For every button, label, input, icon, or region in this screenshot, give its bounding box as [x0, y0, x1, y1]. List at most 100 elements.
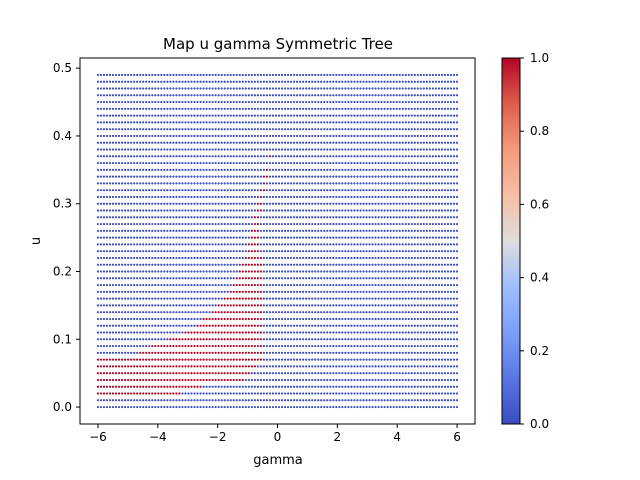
data-point: [278, 264, 280, 266]
data-point: [97, 372, 99, 374]
data-point: [260, 318, 262, 320]
data-point: [233, 148, 235, 150]
data-point: [347, 298, 349, 300]
data-point: [127, 270, 129, 272]
data-point: [353, 338, 355, 340]
data-point: [278, 311, 280, 313]
data-point: [284, 203, 286, 205]
data-point: [133, 196, 135, 198]
data-point: [299, 270, 301, 272]
data-point: [230, 291, 232, 293]
data-point: [275, 243, 277, 245]
data-point: [230, 379, 232, 381]
data-point: [175, 162, 177, 164]
data-point: [420, 176, 422, 178]
data-point: [115, 291, 117, 293]
data-point: [230, 392, 232, 394]
data-point: [221, 148, 223, 150]
data-point: [323, 257, 325, 259]
data-point: [227, 406, 229, 408]
data-point: [154, 372, 156, 374]
data-point: [239, 386, 241, 388]
data-point: [323, 243, 325, 245]
data-point: [290, 325, 292, 327]
data-point: [181, 338, 183, 340]
data-point: [387, 406, 389, 408]
data-point: [408, 270, 410, 272]
data-point: [423, 372, 425, 374]
data-point: [187, 237, 189, 239]
data-point: [118, 331, 120, 333]
data-point: [221, 284, 223, 286]
data-point: [353, 392, 355, 394]
data-point: [350, 243, 352, 245]
data-point: [414, 379, 416, 381]
data-point: [127, 128, 129, 130]
data-point: [323, 392, 325, 394]
data-point: [230, 128, 232, 130]
data-point: [133, 128, 135, 130]
data-point: [139, 325, 141, 327]
data-point: [100, 338, 102, 340]
data-point: [266, 148, 268, 150]
data-point: [390, 189, 392, 191]
data-point: [205, 216, 207, 218]
data-point: [332, 406, 334, 408]
data-point: [221, 379, 223, 381]
data-point: [362, 237, 364, 239]
data-point: [193, 406, 195, 408]
data-point: [251, 176, 253, 178]
data-point: [172, 196, 174, 198]
data-point: [453, 243, 455, 245]
data-point: [236, 372, 238, 374]
data-point: [320, 155, 322, 157]
data-point: [290, 148, 292, 150]
data-point: [230, 270, 232, 272]
data-point: [103, 345, 105, 347]
data-point: [311, 338, 313, 340]
data-point: [335, 182, 337, 184]
data-point: [362, 352, 364, 354]
data-point: [100, 304, 102, 306]
data-point: [344, 399, 346, 401]
data-point: [314, 304, 316, 306]
data-point: [145, 298, 147, 300]
data-point: [103, 148, 105, 150]
data-point: [227, 284, 229, 286]
data-point: [329, 257, 331, 259]
data-point: [281, 359, 283, 361]
data-point: [154, 223, 156, 225]
data-point: [329, 379, 331, 381]
data-point: [444, 216, 446, 218]
data-point: [263, 250, 265, 252]
data-point: [432, 196, 434, 198]
data-point: [290, 372, 292, 374]
data-point: [399, 345, 401, 347]
data-point: [438, 386, 440, 388]
data-point: [154, 169, 156, 171]
data-point: [115, 162, 117, 164]
data-point: [151, 318, 153, 320]
data-point: [296, 345, 298, 347]
data-point: [278, 359, 280, 361]
data-point: [187, 250, 189, 252]
data-point: [408, 243, 410, 245]
data-point: [221, 372, 223, 374]
data-point: [335, 406, 337, 408]
data-point: [293, 352, 295, 354]
data-point: [326, 135, 328, 137]
data-point: [381, 176, 383, 178]
data-point: [456, 284, 458, 286]
data-point: [390, 135, 392, 137]
data-point: [329, 365, 331, 367]
data-point: [332, 284, 334, 286]
data-point: [417, 223, 419, 225]
data-point: [356, 142, 358, 144]
data-point: [347, 352, 349, 354]
data-point: [326, 325, 328, 327]
data-point: [396, 142, 398, 144]
data-point: [100, 230, 102, 232]
data-point: [175, 365, 177, 367]
data-point: [381, 148, 383, 150]
data-point: [251, 386, 253, 388]
